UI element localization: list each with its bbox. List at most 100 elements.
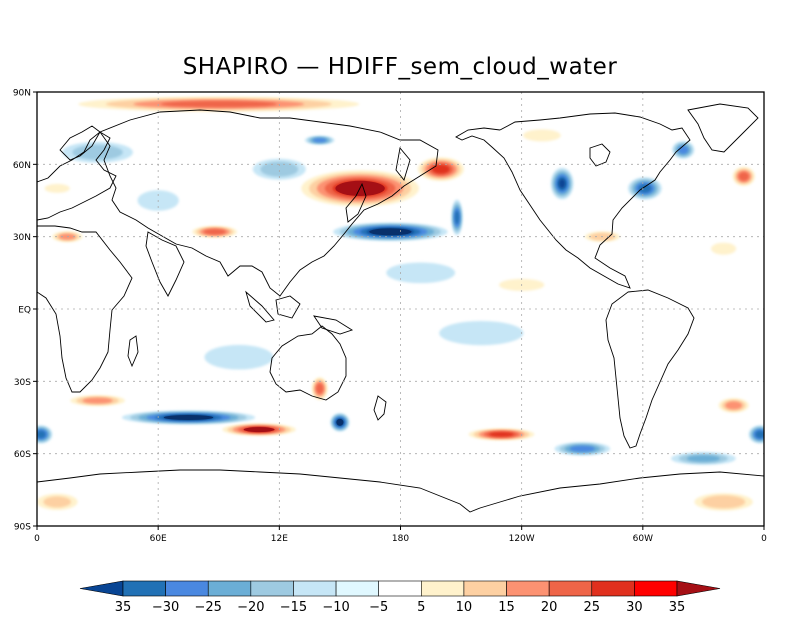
field-feature (386, 262, 456, 284)
lon-tick-label: 120W (509, 534, 535, 544)
colorbar-swatch (548, 580, 593, 597)
field-contour (725, 401, 743, 410)
field-feature (37, 491, 85, 513)
colorbar-level-label: −15 (280, 600, 307, 615)
colorbar-swatch (378, 580, 422, 597)
field-core (369, 228, 412, 236)
chart-title: SHAPIRO — HDIFF_sem_cloud_water (182, 54, 618, 80)
field-feature (39, 182, 75, 195)
field-feature (414, 155, 468, 183)
lat-tick-label: 90N (13, 89, 31, 99)
field-feature (217, 422, 301, 437)
field-feature (515, 126, 569, 144)
colorbar-level-label: 15 (498, 600, 515, 615)
field-contour (711, 242, 737, 255)
field-core (336, 418, 344, 426)
field-contour (439, 321, 524, 346)
coastline-africa (37, 225, 133, 393)
field-feature (715, 396, 753, 415)
lat-tick-label: EQ (18, 306, 31, 316)
field-feature (463, 427, 540, 442)
field-core (163, 415, 214, 420)
field-anomaly-layer (37, 95, 764, 513)
field-contour (386, 262, 456, 284)
colorbar-min-arrow (79, 580, 124, 597)
lat-tick-label: 30N (13, 233, 31, 243)
field-feature (310, 375, 330, 402)
field-contour (203, 229, 226, 235)
field-contour (313, 138, 327, 143)
field-feature (628, 177, 662, 200)
colorbar-level-label: 35 (669, 600, 686, 615)
field-feature (50, 95, 387, 113)
field-feature (415, 359, 467, 380)
field-feature (204, 344, 274, 370)
colorbar-swatch (421, 580, 465, 597)
field-contour (72, 144, 123, 160)
colorbar-swatch (122, 580, 166, 597)
field-contour (454, 210, 460, 225)
field-feature (188, 225, 242, 239)
colorbar-swatch (293, 580, 337, 597)
lon-tick-label: 0 (761, 534, 767, 544)
coastline-india (145, 231, 185, 297)
colorbar-level-label: −10 (322, 600, 349, 615)
field-contour (523, 129, 561, 142)
coastline-north-america (455, 112, 691, 289)
field-contour (314, 274, 366, 296)
lat-tick-label: 30S (14, 378, 31, 388)
coastline-madagascar (127, 335, 139, 368)
coastline-japan (345, 182, 367, 223)
field-contour (678, 145, 689, 154)
colorbar-level-label: 25 (583, 600, 600, 615)
lon-tick-label: 60E (150, 534, 167, 544)
field-feature (439, 321, 524, 346)
colorbar-swatch (634, 580, 678, 597)
colorbar-swatch (207, 580, 252, 597)
coastline-south-america (605, 289, 695, 449)
field-feature (554, 442, 611, 456)
field-contour (43, 496, 71, 508)
colorbar-level-label: 35 (115, 600, 132, 615)
lon-tick-label: 180 (392, 534, 409, 544)
field-feature (730, 165, 757, 188)
coastline-sumatra (245, 290, 275, 323)
field-contour (657, 280, 709, 314)
coastlines (37, 103, 764, 513)
coastline-europe (37, 131, 117, 221)
lon-tick-label: 12E (271, 534, 288, 544)
field-contour (161, 101, 277, 108)
field-contour (686, 455, 721, 462)
field-contour (569, 445, 595, 452)
colorbar-swatch (463, 580, 507, 597)
field-feature (37, 425, 53, 444)
field-feature (550, 167, 574, 200)
field-contour (738, 172, 749, 181)
coastline-asia (99, 109, 439, 297)
field-feature (314, 274, 366, 296)
colorbar-level-label: 30 (626, 600, 643, 615)
lon-tick-label: 60W (633, 534, 653, 544)
field-feature (304, 135, 335, 145)
coastline-borneo (275, 295, 301, 319)
field-contour (415, 359, 467, 380)
field-feature (62, 141, 133, 163)
colorbar-level-label: 5 (417, 600, 425, 615)
lat-tick-label: 60N (13, 161, 31, 171)
coastline-greenland (687, 103, 759, 153)
colorbar-level-label: −5 (369, 600, 388, 615)
lat-tick-label: 60S (14, 450, 31, 460)
colorbar-level-label: −25 (195, 600, 222, 615)
field-feature (672, 141, 695, 159)
field-contour (432, 164, 450, 174)
field-contour (755, 430, 764, 439)
lat-tick-label: 90S (14, 523, 31, 533)
field-feature (748, 425, 764, 444)
colorbar-max-arrow (676, 580, 721, 597)
field-contour (488, 432, 515, 437)
field-contour (44, 183, 70, 193)
colorbar-swatch (506, 580, 550, 597)
field-feature (671, 452, 736, 465)
